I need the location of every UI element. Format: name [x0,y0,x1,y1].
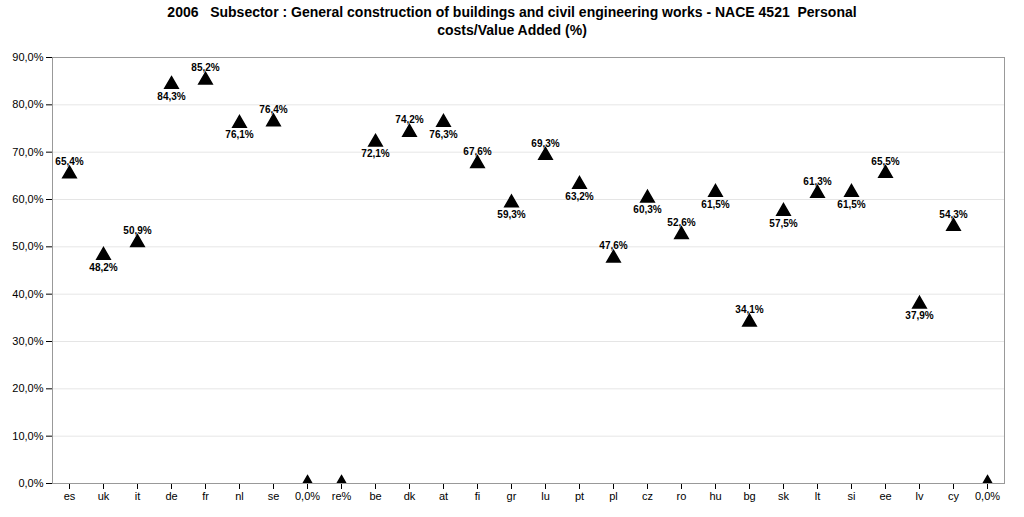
svg-text:59,3%: 59,3% [497,209,525,220]
svg-text:si: si [848,490,856,502]
svg-text:uk: uk [98,490,110,502]
svg-text:50,0%: 50,0% [12,240,43,252]
svg-text:67,6%: 67,6% [463,146,491,157]
svg-text:54,3%: 54,3% [939,209,967,220]
svg-text:74,2%: 74,2% [395,114,423,125]
svg-text:at: at [439,490,448,502]
svg-text:se: se [268,490,280,502]
svg-text:gr: gr [507,490,517,502]
svg-text:76,1%: 76,1% [225,129,253,140]
svg-text:69,3%: 69,3% [531,138,559,149]
svg-text:84,3%: 84,3% [157,91,185,102]
svg-text:lu: lu [541,490,550,502]
svg-text:20,0%: 20,0% [12,382,43,394]
svg-text:40,0%: 40,0% [12,288,43,300]
svg-text:nl: nl [235,490,244,502]
svg-text:0,0%: 0,0% [295,490,320,502]
svg-text:it: it [135,490,141,502]
svg-text:10,0%: 10,0% [12,430,43,442]
svg-text:61,3%: 61,3% [803,176,831,187]
svg-text:be: be [369,490,381,502]
svg-text:pt: pt [575,490,584,502]
svg-text:61,5%: 61,5% [701,199,729,210]
svg-text:fr: fr [202,490,209,502]
svg-text:34,1%: 34,1% [735,304,763,315]
svg-text:85,2%: 85,2% [191,62,219,73]
svg-text:63,2%: 63,2% [565,191,593,202]
svg-text:61,5%: 61,5% [837,199,865,210]
svg-text:60,0%: 60,0% [12,193,43,205]
svg-text:sk: sk [778,490,790,502]
svg-text:0,0%: 0,0% [975,490,1000,502]
svg-text:30,0%: 30,0% [12,335,43,347]
svg-text:50,9%: 50,9% [123,225,151,236]
svg-text:0,0%: 0,0% [18,477,43,489]
svg-text:90,0%: 90,0% [12,51,43,63]
svg-text:47,6%: 47,6% [599,240,627,251]
svg-text:hu: hu [709,490,721,502]
svg-text:cy: cy [948,490,960,502]
svg-text:48,2%: 48,2% [89,262,117,273]
svg-text:lv: lv [916,490,924,502]
svg-text:es: es [64,490,76,502]
svg-text:65,4%: 65,4% [55,156,83,167]
svg-text:72,1%: 72,1% [361,148,389,159]
svg-text:65,5%: 65,5% [871,156,899,167]
svg-text:60,3%: 60,3% [633,204,661,215]
svg-text:70,0%: 70,0% [12,146,43,158]
svg-text:37,9%: 37,9% [905,310,933,321]
svg-text:57,5%: 57,5% [769,218,797,229]
svg-text:76,4%: 76,4% [259,104,287,115]
svg-text:dk: dk [404,490,416,502]
html-text:2006 Subsector : General const: 2006 Subsector : General construction of… [167,4,857,38]
svg-text:lt: lt [815,490,821,502]
svg-text:ee: ee [879,490,891,502]
svg-text:cz: cz [642,490,653,502]
svg-text:de: de [165,490,177,502]
svg-text:52,6%: 52,6% [667,217,695,228]
svg-text:re%: re% [332,490,352,502]
svg-text:ro: ro [677,490,687,502]
svg-text:pl: pl [609,490,618,502]
svg-text:bg: bg [743,490,755,502]
svg-text:fi: fi [475,490,481,502]
svg-text:76,3%: 76,3% [429,129,457,140]
svg-text:80,0%: 80,0% [12,98,43,110]
